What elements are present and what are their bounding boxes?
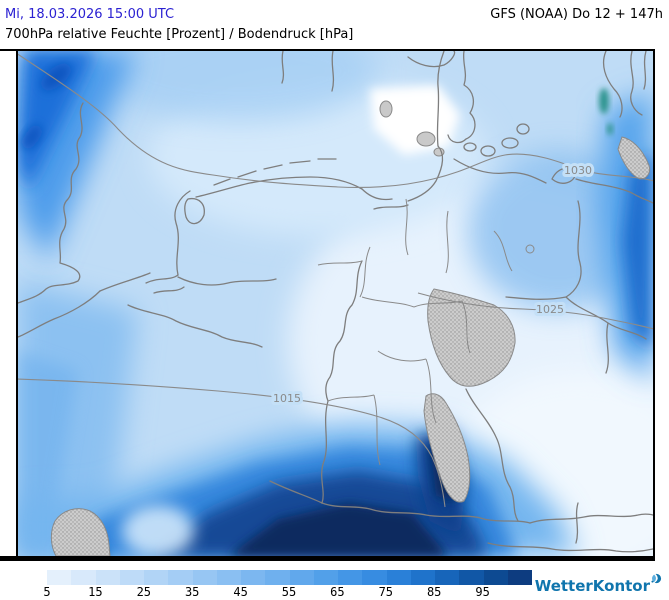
map-border-bottom — [0, 556, 655, 561]
legend-cell — [241, 570, 266, 585]
legend-cell — [119, 570, 144, 585]
legend-cell — [507, 570, 532, 585]
legend-cell — [313, 570, 338, 585]
legend-cell — [95, 570, 120, 585]
legend-cell — [71, 570, 96, 585]
legend-cell — [192, 570, 217, 585]
isobar-label-1030: 1030 — [564, 164, 592, 177]
legend-tick-label: 75 — [378, 585, 394, 599]
legend-cell — [435, 570, 460, 585]
legend-tick-label: 35 — [184, 585, 200, 599]
legend-cell — [289, 570, 314, 585]
wetterkontor-globe-icon — [651, 569, 662, 588]
datetime-label: Mi, 18.03.2026 15:00 UTC — [5, 7, 175, 22]
legend-cell — [168, 570, 193, 585]
legend-tick-label: 65 — [330, 585, 345, 599]
legend-tick-label: 5 — [43, 585, 51, 599]
legend-cell — [459, 570, 484, 585]
legend-tick-label: 45 — [233, 585, 248, 599]
wetterkontor-logo-text: WetterKontor — [534, 577, 650, 595]
legend-cell — [265, 570, 290, 585]
legend-cell — [386, 570, 411, 585]
legend-cell — [362, 570, 387, 585]
map-border-top — [0, 49, 655, 51]
legend-color-bar — [47, 570, 532, 585]
map-border-right — [653, 49, 655, 561]
map-border-left — [16, 49, 18, 561]
coastlines-and-borders — [18, 51, 653, 553]
legend-tick-label: 95 — [475, 585, 490, 599]
isobar-label-1025: 1025 — [536, 303, 564, 316]
legend-cell — [144, 570, 169, 585]
model-run-label: GFS (NOAA) Do 12 + 147h — [490, 7, 663, 22]
stippled-terrain-areas — [50, 100, 651, 556]
humidity-field — [18, 51, 653, 556]
wetterkontor-logo: WetterKontor — [534, 573, 662, 595]
legend-cell — [483, 570, 508, 585]
legend-tick-label: 25 — [136, 585, 152, 599]
legend-cell — [410, 570, 435, 585]
isobar-label-1015: 1015 — [273, 392, 301, 405]
weather-map: 1030 1025 1015 — [18, 51, 653, 556]
legend-cell — [216, 570, 241, 585]
page-title: 700hPa relative Feuchte [Prozent] / Bode… — [5, 27, 354, 42]
legend-tick-label: 55 — [281, 585, 297, 599]
isobar-labels: 1030 1025 1015 — [270, 161, 595, 408]
legend-cell — [338, 570, 363, 585]
isobars — [18, 53, 653, 508]
legend-cell — [47, 570, 72, 585]
legend-ticks: 5 15 25 35 45 55 65 75 85 95 — [43, 585, 537, 599]
legend-tick-label: 15 — [88, 585, 103, 599]
legend-tick-label: 85 — [426, 585, 442, 599]
